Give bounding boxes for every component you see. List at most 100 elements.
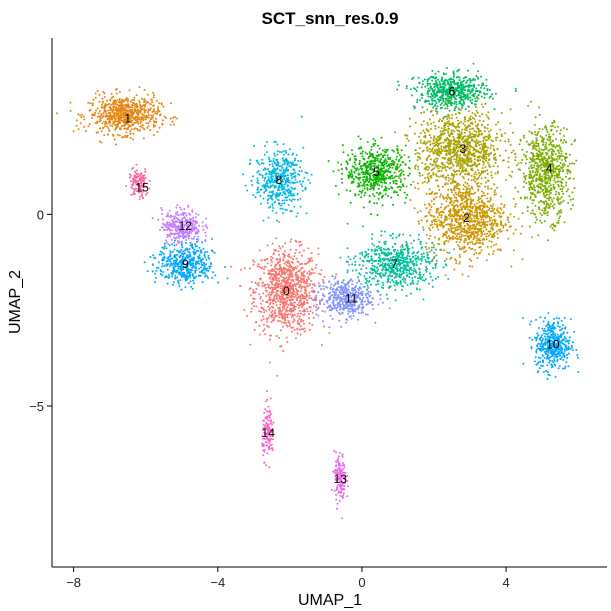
point bbox=[381, 185, 383, 188]
point bbox=[386, 154, 389, 157]
point bbox=[297, 312, 299, 315]
point bbox=[509, 143, 512, 146]
point bbox=[444, 207, 447, 209]
point bbox=[467, 275, 470, 278]
point bbox=[119, 121, 122, 124]
point bbox=[474, 154, 477, 157]
point bbox=[395, 191, 398, 194]
point bbox=[265, 295, 268, 297]
point bbox=[116, 133, 119, 136]
point bbox=[366, 160, 369, 163]
point bbox=[139, 116, 141, 119]
point bbox=[528, 188, 531, 191]
point bbox=[556, 196, 559, 199]
point bbox=[484, 166, 487, 169]
point bbox=[454, 226, 457, 229]
point bbox=[530, 167, 533, 170]
point bbox=[447, 145, 450, 148]
point bbox=[298, 317, 301, 320]
point bbox=[419, 174, 421, 177]
point bbox=[565, 184, 568, 187]
point bbox=[483, 130, 486, 133]
point bbox=[462, 192, 464, 195]
point bbox=[159, 113, 162, 116]
point bbox=[279, 312, 282, 315]
point bbox=[377, 197, 380, 200]
point bbox=[176, 117, 178, 120]
point bbox=[397, 160, 400, 163]
point bbox=[287, 265, 290, 268]
point bbox=[558, 211, 561, 214]
point bbox=[552, 145, 555, 148]
point bbox=[286, 286, 288, 289]
point bbox=[467, 150, 470, 153]
point bbox=[303, 330, 306, 333]
point bbox=[455, 116, 458, 119]
point bbox=[488, 163, 490, 166]
point bbox=[282, 259, 285, 262]
point bbox=[283, 250, 286, 253]
point bbox=[274, 284, 277, 287]
point bbox=[456, 129, 459, 132]
point bbox=[514, 152, 517, 155]
point bbox=[472, 231, 475, 234]
point bbox=[262, 329, 265, 332]
point bbox=[149, 107, 152, 110]
point bbox=[474, 143, 477, 146]
point bbox=[305, 285, 308, 288]
point bbox=[554, 225, 557, 228]
point bbox=[368, 174, 371, 177]
point bbox=[520, 161, 523, 164]
point bbox=[389, 175, 392, 178]
point bbox=[142, 118, 145, 121]
point bbox=[139, 104, 142, 107]
point bbox=[131, 106, 134, 109]
point bbox=[476, 235, 479, 237]
point bbox=[441, 175, 444, 178]
point bbox=[486, 116, 489, 119]
point bbox=[130, 128, 133, 131]
point bbox=[436, 157, 439, 160]
point bbox=[464, 185, 467, 188]
point bbox=[290, 238, 293, 241]
point bbox=[158, 102, 161, 105]
point bbox=[547, 206, 550, 209]
point bbox=[96, 107, 99, 110]
point bbox=[252, 259, 255, 262]
point bbox=[539, 212, 542, 215]
point bbox=[489, 198, 492, 201]
point bbox=[551, 139, 554, 142]
point bbox=[147, 125, 150, 128]
point bbox=[466, 162, 469, 165]
point bbox=[275, 292, 278, 295]
point bbox=[425, 159, 428, 162]
point bbox=[296, 320, 299, 323]
point bbox=[438, 170, 441, 172]
point bbox=[258, 310, 261, 313]
point bbox=[280, 271, 283, 274]
point bbox=[366, 141, 369, 143]
point bbox=[484, 181, 487, 184]
point bbox=[502, 159, 505, 162]
point bbox=[144, 118, 147, 121]
point bbox=[116, 123, 119, 126]
point bbox=[544, 200, 547, 203]
point bbox=[259, 277, 262, 280]
point bbox=[357, 135, 360, 138]
point bbox=[533, 175, 536, 178]
point bbox=[278, 264, 281, 267]
point bbox=[108, 122, 111, 124]
point bbox=[545, 194, 547, 197]
point bbox=[349, 157, 352, 160]
point bbox=[399, 174, 402, 177]
point bbox=[559, 197, 561, 200]
point bbox=[111, 111, 114, 114]
point bbox=[512, 249, 515, 252]
point bbox=[550, 128, 553, 131]
point bbox=[123, 100, 125, 103]
point bbox=[435, 163, 438, 166]
point bbox=[484, 150, 486, 153]
point bbox=[103, 120, 106, 123]
point bbox=[407, 139, 410, 142]
point bbox=[267, 316, 270, 319]
